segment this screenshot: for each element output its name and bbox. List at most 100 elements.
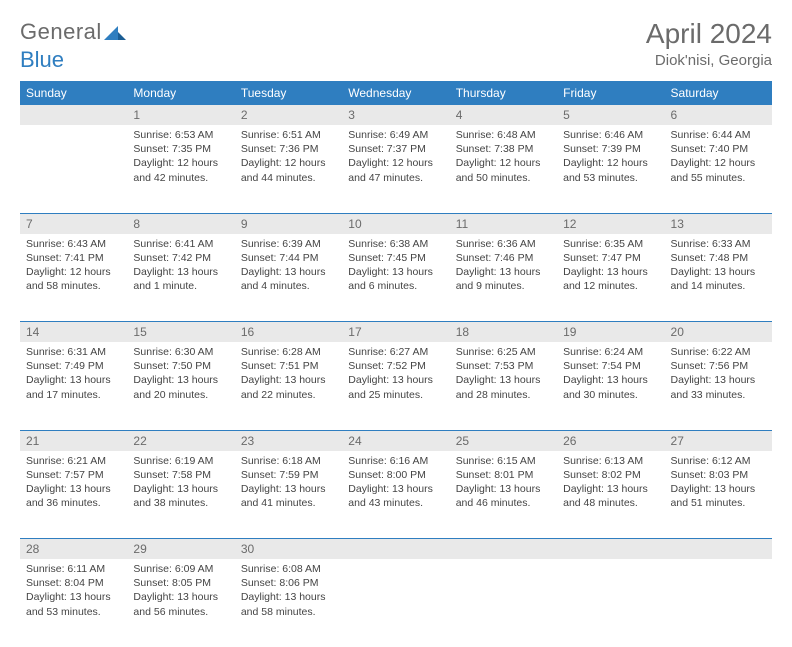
day-number-cell xyxy=(450,539,557,560)
day-cell-content: Sunrise: 6:11 AMSunset: 8:04 PMDaylight:… xyxy=(20,559,127,625)
day-info-line: Sunset: 7:42 PM xyxy=(133,251,228,265)
day-cell: Sunrise: 6:19 AMSunset: 7:58 PMDaylight:… xyxy=(127,451,234,539)
day-info-line: Daylight: 13 hours and 41 minutes. xyxy=(241,482,336,510)
day-number-cell: 25 xyxy=(450,430,557,451)
weekday-header: Saturday xyxy=(665,81,772,105)
day-cell-content xyxy=(450,559,557,568)
day-content-row: Sunrise: 6:31 AMSunset: 7:49 PMDaylight:… xyxy=(20,342,772,430)
day-cell-content: Sunrise: 6:09 AMSunset: 8:05 PMDaylight:… xyxy=(127,559,234,625)
day-cell-content: Sunrise: 6:21 AMSunset: 7:57 PMDaylight:… xyxy=(20,451,127,517)
day-info-line: Sunset: 7:50 PM xyxy=(133,359,228,373)
day-info-line: Sunrise: 6:39 AM xyxy=(241,237,336,251)
day-cell: Sunrise: 6:13 AMSunset: 8:02 PMDaylight:… xyxy=(557,451,664,539)
weekday-header: Thursday xyxy=(450,81,557,105)
day-info-line: Daylight: 13 hours and 28 minutes. xyxy=(456,373,551,401)
day-cell-content: Sunrise: 6:38 AMSunset: 7:45 PMDaylight:… xyxy=(342,234,449,300)
day-info-line: Daylight: 13 hours and 1 minute. xyxy=(133,265,228,293)
day-info-line: Sunset: 8:03 PM xyxy=(671,468,766,482)
day-cell: Sunrise: 6:21 AMSunset: 7:57 PMDaylight:… xyxy=(20,451,127,539)
day-cell: Sunrise: 6:48 AMSunset: 7:38 PMDaylight:… xyxy=(450,125,557,213)
day-info-line: Sunset: 7:39 PM xyxy=(563,142,658,156)
day-cell: Sunrise: 6:28 AMSunset: 7:51 PMDaylight:… xyxy=(235,342,342,430)
day-cell: Sunrise: 6:27 AMSunset: 7:52 PMDaylight:… xyxy=(342,342,449,430)
day-cell xyxy=(557,559,664,647)
day-info-line: Sunrise: 6:12 AM xyxy=(671,454,766,468)
day-info-line: Sunset: 7:38 PM xyxy=(456,142,551,156)
day-cell: Sunrise: 6:12 AMSunset: 8:03 PMDaylight:… xyxy=(665,451,772,539)
day-cell-content: Sunrise: 6:46 AMSunset: 7:39 PMDaylight:… xyxy=(557,125,664,191)
day-number-cell: 13 xyxy=(665,213,772,234)
day-cell-content: Sunrise: 6:27 AMSunset: 7:52 PMDaylight:… xyxy=(342,342,449,408)
day-info-line: Sunrise: 6:46 AM xyxy=(563,128,658,142)
day-cell-content: Sunrise: 6:43 AMSunset: 7:41 PMDaylight:… xyxy=(20,234,127,300)
day-info-line: Daylight: 13 hours and 30 minutes. xyxy=(563,373,658,401)
day-info-line: Daylight: 13 hours and 33 minutes. xyxy=(671,373,766,401)
day-info-line: Sunrise: 6:19 AM xyxy=(133,454,228,468)
day-cell: Sunrise: 6:18 AMSunset: 7:59 PMDaylight:… xyxy=(235,451,342,539)
day-cell-content xyxy=(557,559,664,568)
day-cell xyxy=(20,125,127,213)
day-number-cell: 1 xyxy=(127,105,234,125)
day-cell: Sunrise: 6:35 AMSunset: 7:47 PMDaylight:… xyxy=(557,234,664,322)
day-info-line: Sunrise: 6:08 AM xyxy=(241,562,336,576)
day-cell-content xyxy=(665,559,772,568)
day-cell-content: Sunrise: 6:16 AMSunset: 8:00 PMDaylight:… xyxy=(342,451,449,517)
day-info-line: Daylight: 13 hours and 14 minutes. xyxy=(671,265,766,293)
day-number-cell: 11 xyxy=(450,213,557,234)
day-cell: Sunrise: 6:24 AMSunset: 7:54 PMDaylight:… xyxy=(557,342,664,430)
day-number-cell: 21 xyxy=(20,430,127,451)
day-cell xyxy=(450,559,557,647)
day-number-cell: 23 xyxy=(235,430,342,451)
day-info-line: Sunrise: 6:41 AM xyxy=(133,237,228,251)
day-info-line: Sunset: 7:40 PM xyxy=(671,142,766,156)
day-number-cell: 15 xyxy=(127,322,234,343)
day-info-line: Sunrise: 6:31 AM xyxy=(26,345,121,359)
day-info-line: Daylight: 12 hours and 50 minutes. xyxy=(456,156,551,184)
day-number-cell: 5 xyxy=(557,105,664,125)
day-info-line: Sunset: 7:48 PM xyxy=(671,251,766,265)
day-cell: Sunrise: 6:22 AMSunset: 7:56 PMDaylight:… xyxy=(665,342,772,430)
weekday-header: Friday xyxy=(557,81,664,105)
day-cell-content: Sunrise: 6:51 AMSunset: 7:36 PMDaylight:… xyxy=(235,125,342,191)
day-info-line: Sunrise: 6:22 AM xyxy=(671,345,766,359)
day-cell-content: Sunrise: 6:24 AMSunset: 7:54 PMDaylight:… xyxy=(557,342,664,408)
day-number-cell: 24 xyxy=(342,430,449,451)
day-info-line: Daylight: 13 hours and 43 minutes. xyxy=(348,482,443,510)
day-info-line: Sunrise: 6:11 AM xyxy=(26,562,121,576)
logo-text-blue: Blue xyxy=(20,47,772,73)
day-info-line: Sunrise: 6:21 AM xyxy=(26,454,121,468)
day-cell: Sunrise: 6:16 AMSunset: 8:00 PMDaylight:… xyxy=(342,451,449,539)
day-cell-content: Sunrise: 6:12 AMSunset: 8:03 PMDaylight:… xyxy=(665,451,772,517)
day-info-line: Sunset: 7:35 PM xyxy=(133,142,228,156)
day-number-cell: 9 xyxy=(235,213,342,234)
day-cell-content: Sunrise: 6:53 AMSunset: 7:35 PMDaylight:… xyxy=(127,125,234,191)
day-info-line: Sunrise: 6:16 AM xyxy=(348,454,443,468)
day-info-line: Sunset: 7:59 PM xyxy=(241,468,336,482)
day-info-line: Sunrise: 6:27 AM xyxy=(348,345,443,359)
day-cell-content: Sunrise: 6:08 AMSunset: 8:06 PMDaylight:… xyxy=(235,559,342,625)
day-number-cell: 14 xyxy=(20,322,127,343)
day-number-cell xyxy=(557,539,664,560)
day-number-cell: 22 xyxy=(127,430,234,451)
weekday-header: Monday xyxy=(127,81,234,105)
day-info-line: Daylight: 13 hours and 51 minutes. xyxy=(671,482,766,510)
day-number-cell: 2 xyxy=(235,105,342,125)
day-number-cell: 17 xyxy=(342,322,449,343)
day-cell: Sunrise: 6:15 AMSunset: 8:01 PMDaylight:… xyxy=(450,451,557,539)
day-info-line: Sunrise: 6:13 AM xyxy=(563,454,658,468)
day-info-line: Daylight: 13 hours and 6 minutes. xyxy=(348,265,443,293)
day-info-line: Daylight: 12 hours and 44 minutes. xyxy=(241,156,336,184)
day-info-line: Daylight: 13 hours and 48 minutes. xyxy=(563,482,658,510)
day-info-line: Daylight: 13 hours and 36 minutes. xyxy=(26,482,121,510)
weekday-header: Sunday xyxy=(20,81,127,105)
day-info-line: Sunset: 7:47 PM xyxy=(563,251,658,265)
day-number-cell: 4 xyxy=(450,105,557,125)
day-info-line: Daylight: 13 hours and 20 minutes. xyxy=(133,373,228,401)
day-info-line: Daylight: 13 hours and 46 minutes. xyxy=(456,482,551,510)
day-info-line: Sunset: 7:46 PM xyxy=(456,251,551,265)
day-info-line: Sunset: 7:41 PM xyxy=(26,251,121,265)
weekday-header: Tuesday xyxy=(235,81,342,105)
day-info-line: Sunset: 7:45 PM xyxy=(348,251,443,265)
day-number-cell: 26 xyxy=(557,430,664,451)
day-number-row: 78910111213 xyxy=(20,213,772,234)
